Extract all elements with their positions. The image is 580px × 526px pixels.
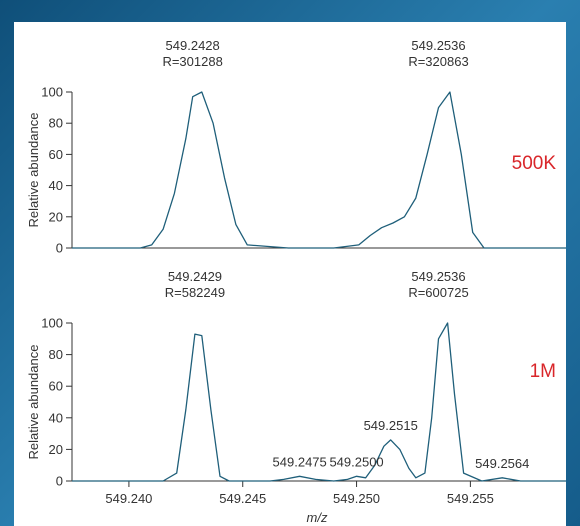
spectrum-1-y-tick-label: 60: [49, 147, 63, 162]
spectrum-1-peak-resolution-label: R=320863: [408, 54, 468, 69]
spectrum-2-y-tick-label: 100: [41, 316, 63, 331]
spectrum-1-y-axis-label: Relative abundance: [26, 113, 41, 228]
spectrum-2-y-tick-label: 20: [49, 442, 63, 457]
spectrum-2-peak-mz-label: 549.2564: [475, 456, 529, 471]
spectrum-2-x-tick-label: 549.250: [333, 491, 380, 506]
spectrum-2-y-tick-label: 80: [49, 347, 63, 362]
spectrum-2-peak-mz-label: 549.2429: [168, 269, 222, 284]
spectrum-2-peak-resolution-label: R=600725: [408, 285, 468, 300]
spectrum-1-y-tick-label: 40: [49, 178, 63, 193]
spectrum-2-y-tick-label: 40: [49, 410, 63, 425]
spectrum-2-resolution-label: 1M: [530, 361, 556, 382]
spectrum-1-resolution-label: 500K: [512, 153, 557, 174]
spectrum-2-peak-mz-label: 549.2536: [411, 269, 465, 284]
spectrum-1-series-line: [72, 91, 566, 249]
spectrum-1-peak-mz-label: 549.2428: [166, 38, 220, 53]
spectrum-1-y-tick-label: 20: [49, 209, 63, 224]
spectrum-2-x-tick-label: 549.240: [105, 491, 152, 506]
spectrum-1-y-tick-label: 100: [41, 85, 63, 100]
spectrum-2-peak-mz-label: 549.2500: [329, 454, 383, 469]
spectrum-1-peak-resolution-label: R=301288: [162, 54, 222, 69]
spectrum-2-x-tick-label: 549.255: [447, 491, 494, 506]
spectrum-1-peak-mz-label: 549.2536: [411, 38, 465, 53]
spectrum-2-y-tick-label: 60: [49, 379, 63, 394]
spectrum-2-peak-mz-label: 549.2515: [364, 418, 418, 433]
spectrum-2-x-axis-label: m/z: [307, 510, 328, 525]
spectrum-1-y-tick-label: 0: [56, 241, 63, 256]
chart-panel: 0 20 40 60 80 100 Relative abundance 549.2428 R=…: [14, 22, 566, 526]
spectrum-2-y-tick-label: 0: [56, 474, 63, 489]
spectrum-2-x-tick-label: 549.245: [219, 491, 266, 506]
spectrum-1-y-tick-label: 80: [49, 116, 63, 131]
spectrum-2-peak-mz-label: 549.2475: [273, 454, 327, 469]
spectrum-2-y-axis-label: Relative abundance: [26, 345, 41, 460]
spectrum-2-series-line: [72, 322, 566, 482]
spectrum-2-peak-resolution-label: R=582249: [165, 285, 225, 300]
